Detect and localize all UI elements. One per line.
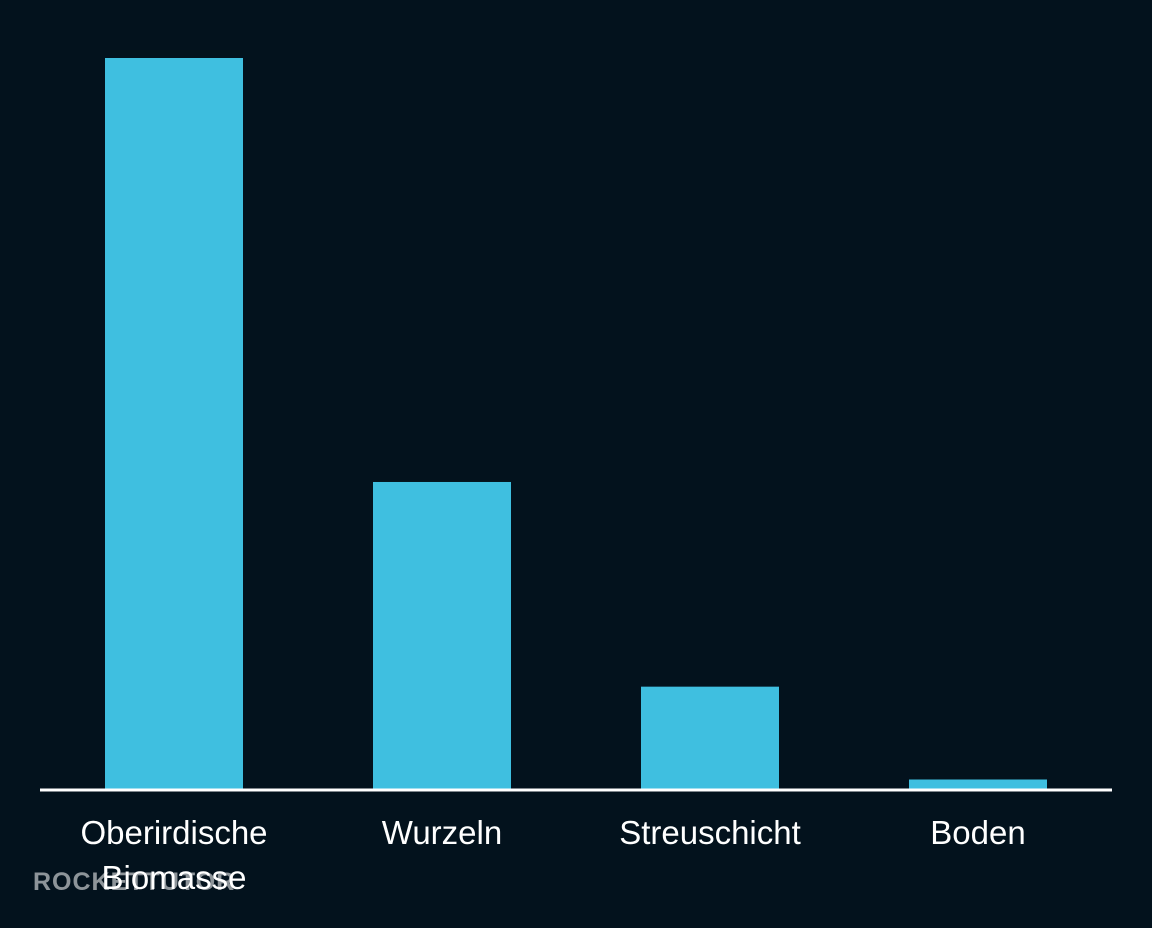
bar-oberirdische-biomasse bbox=[105, 58, 243, 789]
category-label: Streuschicht bbox=[619, 814, 801, 851]
bar-wurzeln bbox=[373, 481, 511, 789]
category-label: Boden bbox=[930, 814, 1025, 851]
watermark-logo: ROCKETTUTOR bbox=[33, 868, 236, 896]
bar-boden bbox=[909, 779, 1047, 789]
bars-group bbox=[105, 58, 1047, 789]
category-label: Oberirdische Biomasse bbox=[80, 814, 267, 896]
bar-streuschicht bbox=[641, 686, 779, 789]
category-labels: Oberirdische Biomasse Wurzeln Streuschicht B… bbox=[80, 814, 1025, 896]
category-label: Wurzeln bbox=[382, 814, 502, 851]
